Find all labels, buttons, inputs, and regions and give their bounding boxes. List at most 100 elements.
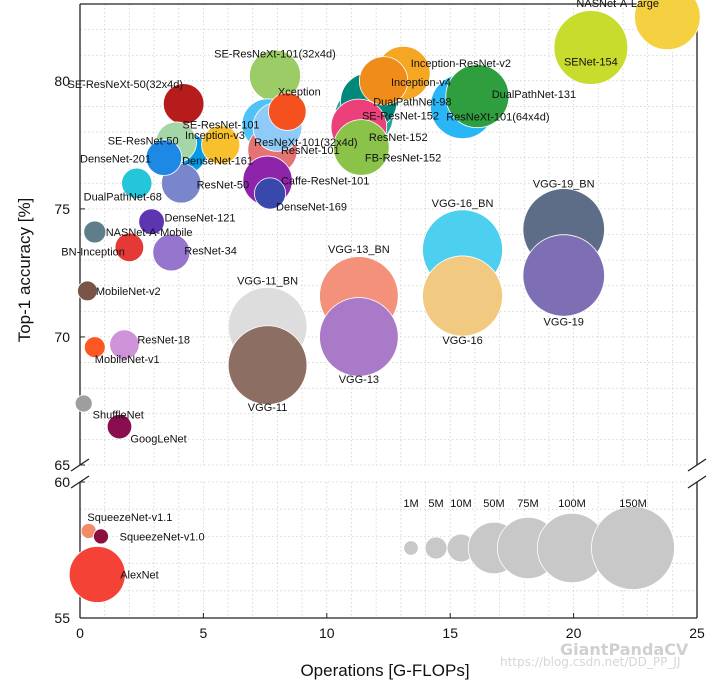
point-label: VGG-16_BN — [432, 198, 494, 210]
point-label: ResNet-101 — [281, 145, 340, 157]
data-point — [152, 233, 191, 272]
point-label: VGG-13 — [339, 374, 379, 386]
size-legend-circle — [424, 536, 448, 560]
size-legend-circle — [403, 540, 419, 556]
point-label: NASNet-A-Large — [576, 0, 659, 10]
y-tick-label: 70 — [54, 329, 70, 345]
data-point — [93, 528, 109, 545]
x-tick-label: 5 — [200, 625, 208, 641]
data-point — [268, 92, 307, 131]
point-label: SqueezeNet-v1.0 — [120, 531, 205, 543]
x-tick-label: 20 — [566, 625, 582, 641]
y-tick-label: 60 — [54, 474, 70, 490]
y-axis-title: Top-1 accuracy [%] — [15, 198, 34, 343]
data-point — [634, 0, 701, 51]
y-tick-label: 80 — [54, 73, 70, 89]
point-label: VGG-19_BN — [533, 178, 595, 190]
point-label: AlexNet — [120, 569, 159, 581]
size-legend-label: 10M — [450, 498, 471, 510]
point-label: SE-ResNet-152 — [362, 111, 439, 123]
point-label: ResNet-34 — [184, 245, 237, 257]
size-legend-label: 50M — [483, 498, 504, 510]
data-point — [422, 255, 503, 337]
point-label: Inception-v3 — [185, 130, 245, 142]
point-label: MobileNet-v2 — [96, 286, 161, 298]
point-label: DenseNet-121 — [165, 213, 236, 225]
data-points — [68, 0, 701, 603]
point-label: ShuffleNet — [93, 410, 144, 422]
watermark-url: https://blog.csdn.net/DD_PP_JJ — [500, 655, 681, 669]
point-label: VGG-13_BN — [328, 244, 390, 256]
point-label: ResNet-18 — [137, 335, 190, 347]
data-point — [522, 234, 605, 317]
size-legend-label: 75M — [517, 498, 538, 510]
size-legend-label: 5M — [428, 498, 443, 510]
point-label: VGG-16 — [442, 335, 482, 347]
point-label: Caffe-ResNet-101 — [281, 176, 369, 188]
point-label: ResNeXt-101(32x4d) — [254, 137, 357, 149]
size-legend-label: 100M — [558, 498, 586, 510]
data-point — [319, 297, 399, 377]
data-point — [74, 394, 93, 413]
point-label: SE-ResNet-50 — [108, 135, 179, 147]
data-point — [145, 139, 183, 176]
point-label: Inception-v4 — [391, 77, 451, 89]
size-legend: 1M 5M 10M 50M 75M 100M 150M — [403, 498, 675, 590]
point-label: DenseNet-169 — [276, 202, 347, 214]
point-label: SENet-154 — [564, 57, 618, 69]
point-label: Inception-ResNet-v2 — [411, 58, 511, 70]
data-point — [553, 10, 629, 85]
data-point — [109, 329, 140, 360]
point-label: MobileNet-v1 — [95, 354, 160, 366]
x-tick-label: 25 — [689, 625, 705, 641]
data-point — [68, 546, 126, 603]
data-point — [83, 220, 107, 244]
data-point — [254, 177, 287, 210]
point-label: ResNet-50 — [197, 179, 250, 191]
y-tick-label: 75 — [54, 201, 70, 217]
axis-break-mark — [687, 458, 707, 472]
point-label: SqueezeNet-v1.1 — [87, 512, 172, 524]
data-point — [138, 208, 165, 235]
x-tick-label: 0 — [76, 625, 84, 641]
point-label: ResNet-152 — [369, 132, 428, 144]
point-label: SE-ResNeXt-50(32x4d) — [67, 79, 183, 91]
point-label: DualPathNet-131 — [492, 89, 576, 101]
point-label: SE-ResNeXt-101(32x4d) — [214, 49, 336, 61]
point-label: DenseNet-201 — [80, 154, 151, 166]
data-point — [83, 336, 106, 359]
point-label: DualPathNet-98 — [373, 96, 451, 108]
data-point — [121, 167, 153, 199]
data-point — [445, 64, 510, 129]
watermark-brand: GiantPandaCV — [560, 640, 689, 659]
data-point — [77, 280, 98, 302]
data-point — [201, 125, 241, 165]
point-label: DenseNet-161 — [182, 156, 253, 168]
size-legend-label: 150M — [619, 498, 647, 510]
data-point — [333, 119, 390, 176]
point-label: VGG-19 — [544, 316, 584, 328]
point-labels: NASNet-A-Large SENet-154 SE-ResNeXt-101(32… — [61, 0, 659, 581]
x-tick-label: 15 — [442, 625, 458, 641]
axis-break-mark — [687, 475, 707, 489]
point-label: Xception — [278, 87, 321, 99]
x-axis-title: Operations [G-FLOPs] — [300, 661, 469, 680]
point-label: ResNeXt-101(64x4d) — [446, 111, 549, 123]
point-label: GoogLeNet — [130, 434, 186, 446]
point-label: VGG-11 — [248, 402, 288, 414]
y-tick-label: 55 — [54, 610, 70, 626]
point-label: VGG-11_BN — [237, 276, 298, 288]
data-point — [227, 325, 308, 405]
data-point — [358, 56, 409, 106]
point-label: SE-ResNet-101 — [183, 119, 260, 131]
point-label: NASNet-A-Mobile — [106, 227, 193, 239]
size-legend-circle — [591, 506, 675, 590]
y-tick-label: 65 — [54, 457, 70, 473]
point-label: BN-Inception — [61, 246, 125, 258]
data-point — [106, 413, 133, 440]
tick-labels: 0 5 10 15 20 25 65 70 75 80 55 60 — [54, 73, 705, 641]
point-label: FB-ResNet-152 — [365, 152, 441, 164]
point-label: DualPathNet-68 — [84, 191, 162, 203]
size-legend-label: 1M — [403, 498, 418, 510]
